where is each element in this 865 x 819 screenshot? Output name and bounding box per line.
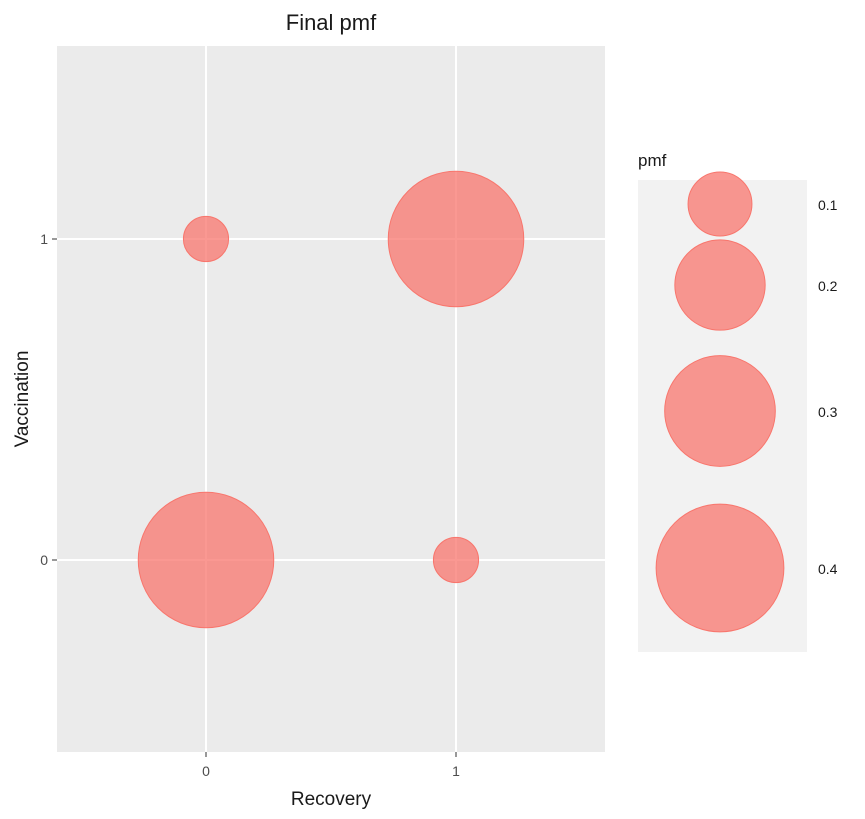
- data-point: [387, 170, 525, 308]
- plot-panel: [57, 46, 605, 752]
- axis-ticks: 0 1 0 1: [40, 231, 460, 779]
- legend-key: [655, 503, 785, 633]
- legend-key: [674, 239, 766, 331]
- data-point: [182, 215, 230, 263]
- legend-label: 0.3: [818, 404, 838, 420]
- y-axis-title: Vaccination: [12, 351, 33, 448]
- legend-label: 0.2: [818, 278, 838, 294]
- x-axis-title: Recovery: [291, 789, 372, 810]
- chart-title: Final pmf: [286, 10, 377, 35]
- legend-label: 0.1: [818, 197, 838, 213]
- legend-title: pmf: [638, 151, 667, 170]
- data-point: [137, 491, 275, 629]
- data-point: [432, 536, 480, 584]
- x-tick-label: 0: [202, 763, 210, 779]
- size-legend: 0.1 0.2 0.3 0.4: [655, 171, 838, 633]
- data-points: [137, 170, 525, 629]
- y-tick-label: 0: [40, 552, 48, 568]
- y-tick-label: 1: [40, 231, 48, 247]
- legend-label: 0.4: [818, 561, 838, 577]
- legend-key: [664, 355, 776, 467]
- x-tick-label: 1: [452, 763, 460, 779]
- legend-key: [687, 171, 753, 237]
